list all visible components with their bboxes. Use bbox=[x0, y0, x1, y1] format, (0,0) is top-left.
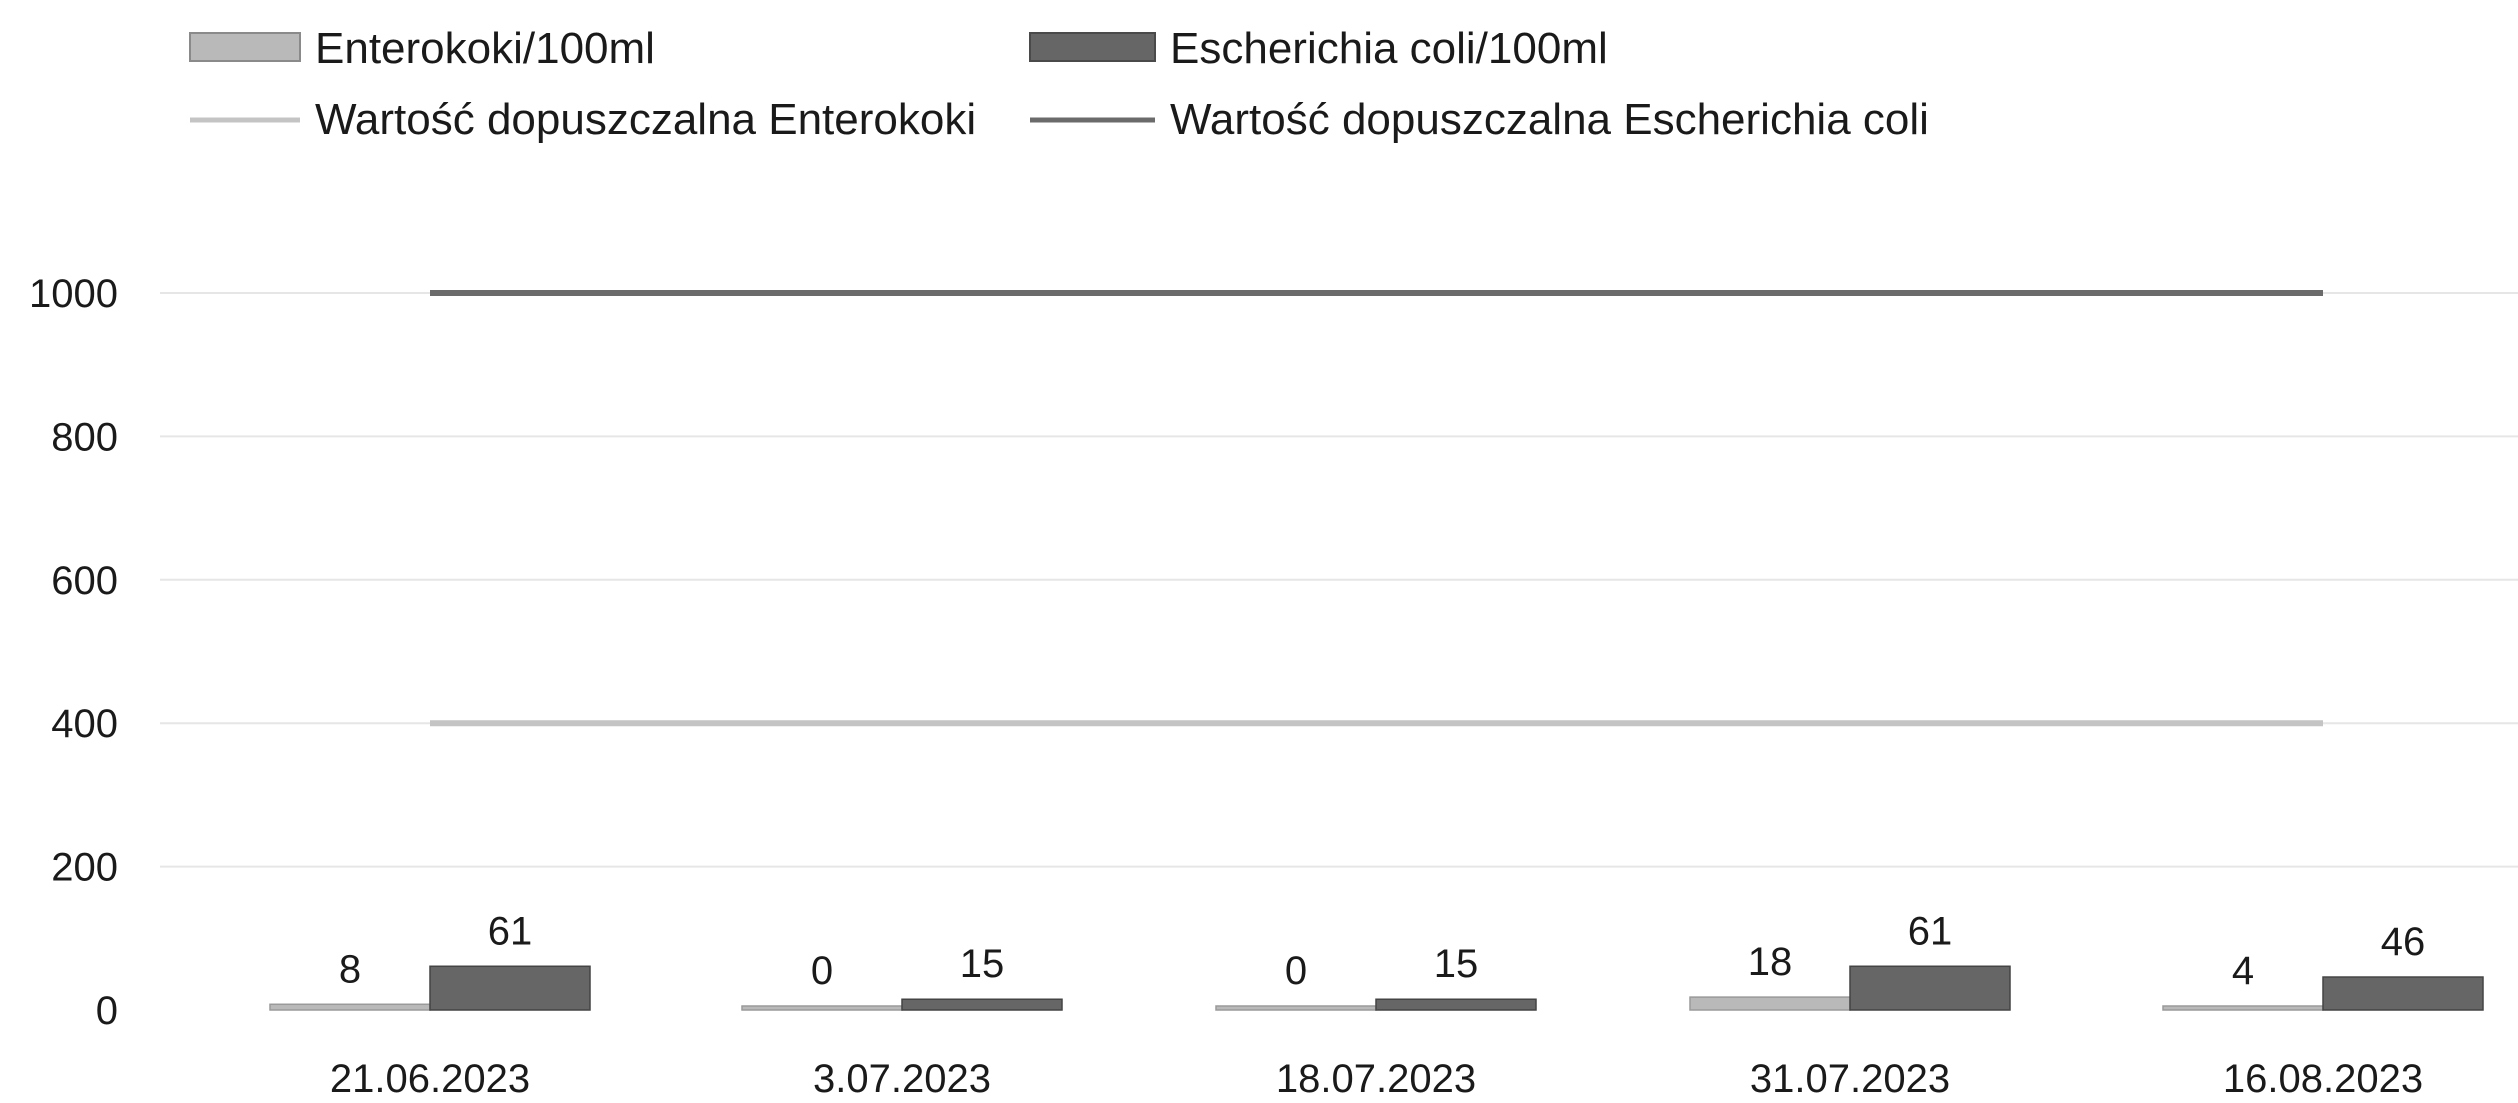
bar-ecoli bbox=[2322, 976, 2484, 1011]
bar-ecoli bbox=[901, 998, 1063, 1011]
y-tick-label: 600 bbox=[51, 559, 118, 603]
legend-swatch-enterokoki bbox=[189, 32, 301, 62]
bar-enterokoki bbox=[269, 1003, 431, 1011]
data-label-enterokoki: 18 bbox=[1748, 940, 1793, 984]
legend: Enterokoki/100ml Escherichia coli/100ml … bbox=[189, 24, 1929, 144]
x-category-label: 3.07.2023 bbox=[813, 1057, 991, 1101]
data-label-enterokoki: 0 bbox=[811, 949, 833, 993]
y-tick-label: 0 bbox=[96, 989, 118, 1033]
legend-label-enterokoki: Enterokoki/100ml bbox=[315, 24, 655, 73]
legend-label-ecoli-limit: Wartość dopuszczalna Escherichia coli bbox=[1170, 95, 1929, 144]
bar-enterokoki bbox=[741, 1005, 903, 1011]
data-label-enterokoki: 4 bbox=[2232, 949, 2254, 993]
legend-label-ecoli: Escherichia coli/100ml bbox=[1170, 24, 1608, 73]
data-label-enterokoki: 8 bbox=[339, 947, 361, 991]
y-tick-label: 800 bbox=[51, 415, 118, 459]
bar-enterokoki bbox=[1215, 1005, 1377, 1011]
x-category-label: 31.07.2023 bbox=[1750, 1057, 1950, 1101]
bar-ecoli bbox=[1375, 998, 1537, 1011]
bar-ecoli bbox=[1849, 965, 2011, 1011]
x-axis: 21.06.2023 3.07.2023 18.07.2023 31.07.2023 1… bbox=[330, 1057, 2423, 1101]
data-label-ecoli: 46 bbox=[2381, 920, 2426, 964]
y-tick-label: 200 bbox=[51, 846, 118, 890]
x-category-label: 21.06.2023 bbox=[330, 1057, 530, 1101]
data-label-ecoli: 15 bbox=[960, 942, 1005, 986]
legend-swatch-ecoli bbox=[1029, 32, 1156, 62]
bar-enterokoki bbox=[2162, 1005, 2324, 1011]
y-tick-label: 400 bbox=[51, 702, 118, 746]
legend-label-enterokoki-limit: Wartość dopuszczalna Enterokoki bbox=[315, 95, 976, 144]
data-label-ecoli: 61 bbox=[488, 909, 533, 953]
x-category-label: 18.07.2023 bbox=[1276, 1057, 1476, 1101]
x-category-label: 16.08.2023 bbox=[2223, 1057, 2423, 1101]
data-label-ecoli: 61 bbox=[1908, 909, 1953, 953]
bar-ecoli bbox=[429, 965, 591, 1011]
data-label-enterokoki: 0 bbox=[1285, 949, 1307, 993]
gridlines bbox=[160, 292, 2518, 868]
y-axis: 0 200 400 600 800 1000 bbox=[29, 272, 118, 1033]
y-tick-label: 1000 bbox=[29, 272, 118, 316]
bar-enterokoki bbox=[1689, 996, 1851, 1011]
data-label-ecoli: 15 bbox=[1434, 942, 1479, 986]
plot-area: 8 61 0 15 0 15 18 61 4 46 bbox=[269, 290, 2484, 1011]
